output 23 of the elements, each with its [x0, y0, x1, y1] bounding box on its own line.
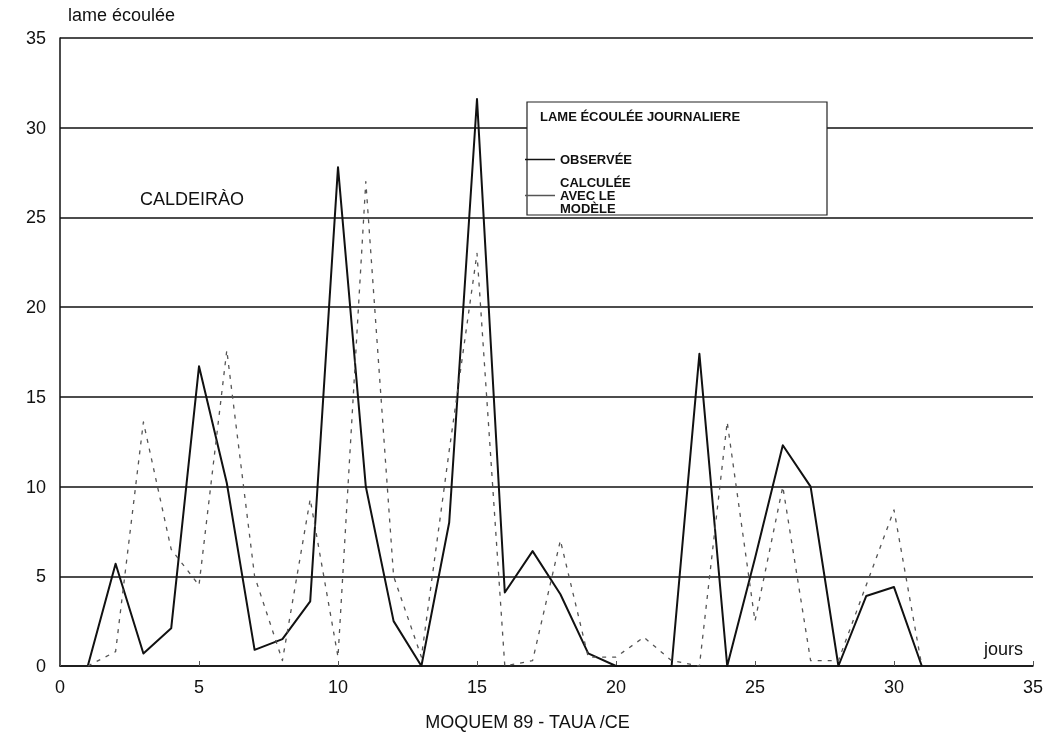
x-tick-label: 25: [744, 677, 766, 697]
y-tick-label: 25: [25, 207, 46, 228]
text: MOQUEM 89 - TAUA /CE: [425, 712, 630, 732]
x-tick-label: 20: [605, 677, 627, 697]
y-tick-label: 10: [25, 476, 46, 497]
y-tick-label: 5: [35, 566, 46, 587]
legend-label: OBSERVÉE: [560, 152, 633, 167]
x-tick-label: 30: [883, 677, 905, 697]
x-axis-title: jours: [982, 639, 1023, 659]
x-tick-label: 0: [54, 677, 66, 697]
y-tick-label: 20: [25, 297, 46, 318]
x-tick-label: 15: [466, 677, 488, 697]
annotation: CALDEIRÀO: [140, 189, 245, 209]
y-tick-label: 35: [25, 28, 46, 48]
legend-title: LAME ÉCOULÉE JOURNALIERE: [540, 109, 741, 124]
y-axis-title: lame écoulée: [68, 5, 176, 25]
x-tick-label: 10: [327, 677, 349, 697]
y-tick-label: 0: [35, 656, 46, 676]
legend-label: CALCULÉE AVEC LE MODÈLE: [560, 175, 635, 216]
y-tick-label: 30: [25, 117, 46, 138]
x-tick-label: 5: [193, 677, 205, 697]
x-tick-label: 35: [1022, 677, 1044, 697]
y-tick-label: 15: [25, 386, 46, 407]
